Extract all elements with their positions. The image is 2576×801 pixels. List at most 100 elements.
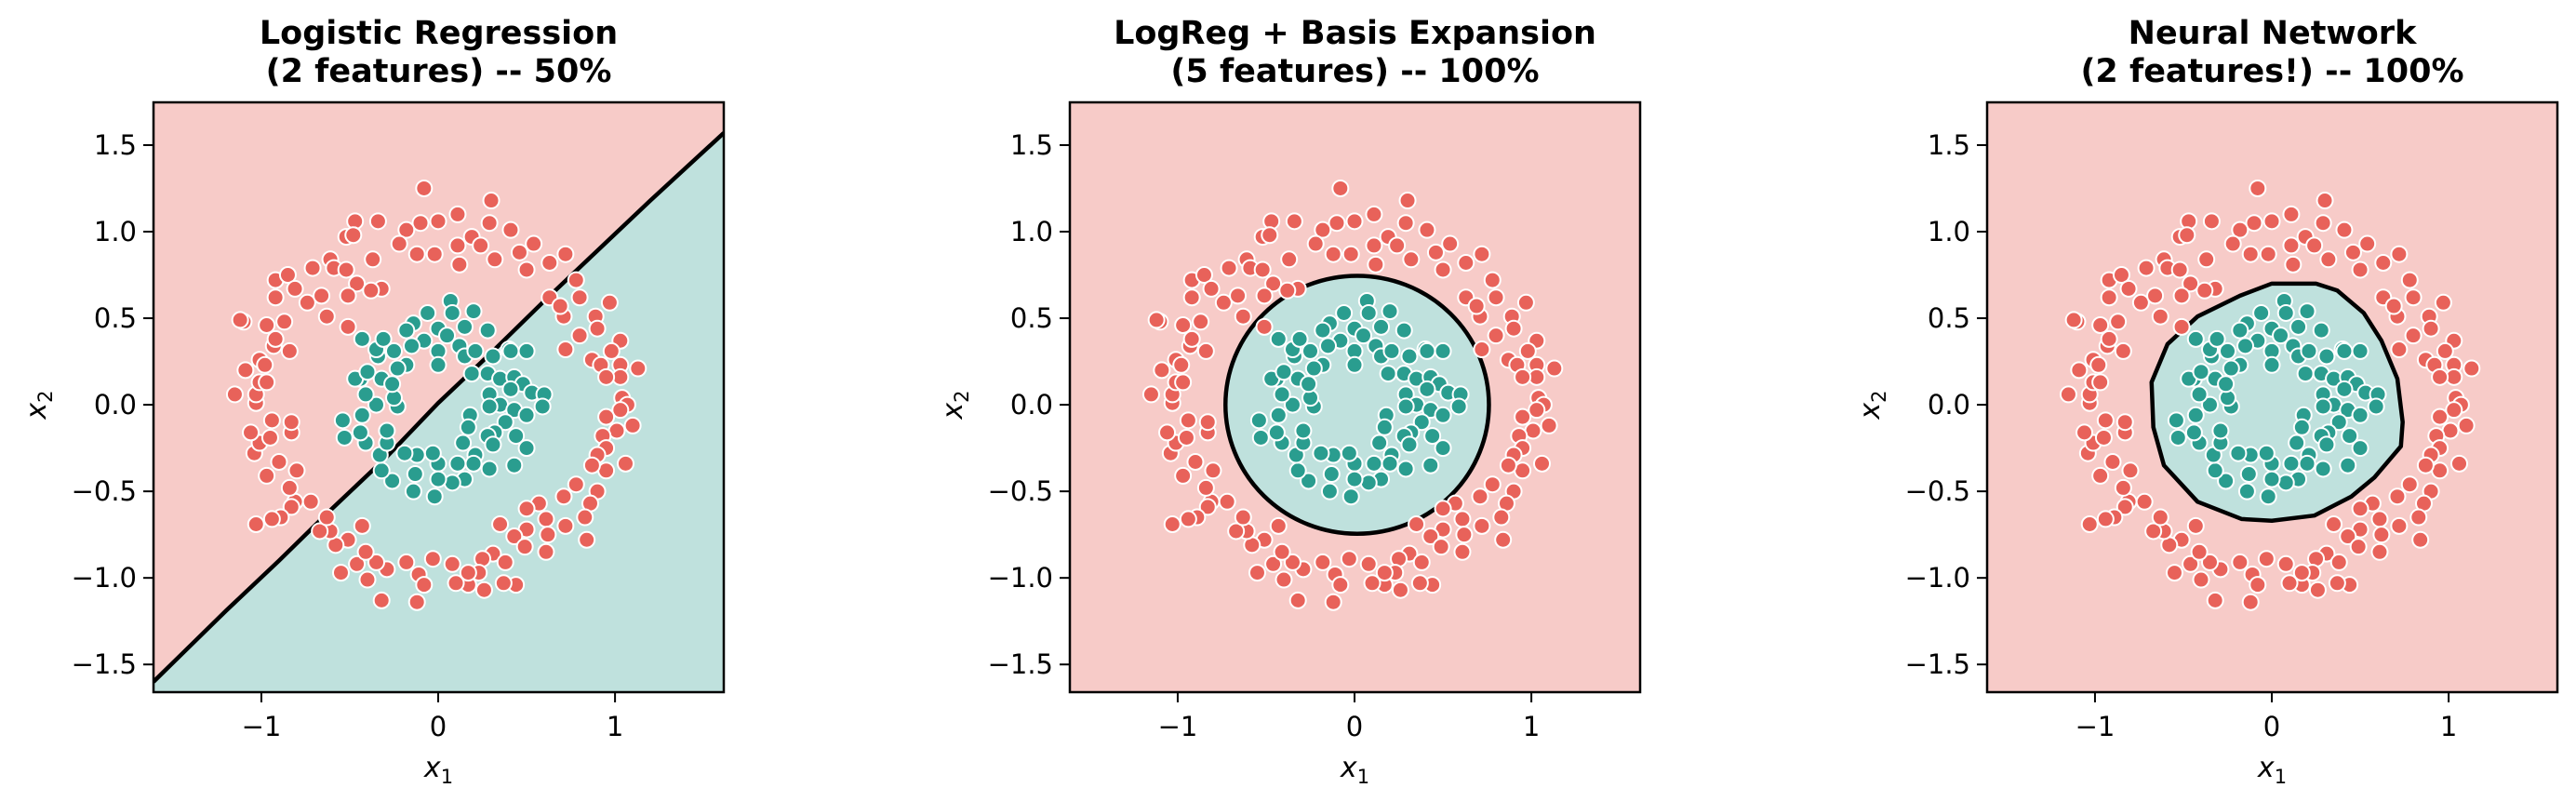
x-axis-label-subscript: 1: [1357, 766, 1369, 788]
data-point-outer: [1516, 293, 1535, 312]
y-tick-label: −0.5: [1905, 475, 1970, 507]
data-point-inner: [2314, 397, 2332, 416]
x-axis-label: x1: [1340, 752, 1369, 788]
data-point-outer: [262, 510, 281, 528]
data-point-inner: [429, 355, 447, 374]
data-point-outer: [262, 411, 281, 430]
data-point-outer: [537, 542, 555, 561]
data-point-outer: [362, 281, 380, 300]
data-point-inner: [2289, 317, 2308, 336]
data-point-outer: [2100, 329, 2118, 348]
data-point-outer: [236, 361, 255, 380]
data-point-outer: [303, 259, 322, 277]
data-point-outer: [2182, 274, 2200, 293]
data-point-outer: [611, 401, 630, 420]
data-point-outer: [1314, 553, 1332, 571]
data-point-inner: [374, 329, 393, 348]
data-point-inner: [2217, 375, 2236, 394]
data-point-inner: [1449, 397, 1468, 416]
data-point-outer: [1234, 508, 1252, 527]
data-point-inner: [456, 317, 474, 336]
panel-neural-network: Neural Network (2 features!) -- 100% −1 0…: [1854, 15, 2559, 788]
data-point-outer: [482, 192, 501, 210]
data-point-outer: [429, 212, 447, 231]
data-point-outer: [2192, 570, 2210, 589]
data-point-outer: [505, 527, 524, 546]
data-point-inner: [383, 375, 402, 394]
data-point-inner: [1418, 380, 1436, 398]
data-point-outer: [364, 250, 382, 269]
data-point-outer: [1198, 498, 1217, 516]
data-point-outer: [286, 279, 304, 298]
data-point-inner: [2219, 341, 2237, 360]
data-point-outer: [1179, 411, 1197, 430]
data-point-outer: [390, 234, 408, 253]
data-point-inner: [2312, 321, 2330, 340]
data-point-outer: [2358, 234, 2377, 253]
data-point-outer: [554, 487, 573, 506]
data-point-inner: [1381, 302, 1399, 321]
data-point-outer: [1514, 367, 1532, 386]
data-point-outer: [448, 205, 467, 223]
data-point-inner: [2351, 341, 2369, 360]
data-point-outer: [525, 234, 543, 253]
panel-title-line1: LogReg + Basis Expansion: [1114, 15, 1596, 52]
data-point-outer: [411, 214, 430, 233]
data-point-inner: [1319, 337, 1338, 355]
data-point-outer: [2457, 416, 2476, 434]
data-point-inner: [1400, 435, 1419, 454]
data-point-inner: [397, 321, 416, 340]
data-point-outer: [1261, 226, 1279, 245]
data-point-outer: [1473, 245, 1491, 263]
data-point-outer: [2390, 340, 2409, 359]
data-point-outer: [567, 271, 585, 289]
y-tick-label: −1.0: [72, 562, 137, 594]
data-point-outer: [2121, 461, 2140, 480]
data-point-outer: [258, 466, 276, 485]
data-point-inner: [2292, 418, 2311, 436]
data-point-inner: [2184, 423, 2203, 442]
data-point-inner: [464, 454, 483, 473]
data-point-inner: [1396, 460, 1415, 478]
data-point-outer: [1192, 313, 1210, 331]
data-point-inner: [1382, 341, 1401, 360]
data-point-inner: [466, 341, 485, 360]
data-point-inner: [356, 385, 375, 404]
data-point-inner: [388, 359, 407, 378]
data-point-inner: [2300, 341, 2318, 360]
data-point-outer: [275, 313, 294, 331]
data-point-outer: [1278, 281, 1297, 300]
y-tick-label: −1.0: [1905, 562, 1970, 594]
y-axis-label: x2: [937, 391, 973, 421]
data-point-outer: [1255, 287, 1274, 305]
data-point-outer: [2257, 550, 2276, 568]
data-point-inner: [1249, 411, 1268, 430]
data-point-inner: [480, 397, 499, 416]
data-point-inner: [2317, 435, 2336, 454]
y-tick-label: −0.5: [988, 475, 1053, 507]
data-point-outer: [541, 254, 559, 273]
data-point-outer: [1269, 516, 1288, 535]
data-point-inner: [2276, 303, 2295, 322]
data-point-inner: [1372, 317, 1391, 336]
data-point-inner: [2351, 439, 2369, 458]
data-point-outer: [602, 341, 621, 360]
data-point-outer: [1177, 428, 1195, 447]
data-point-inner: [533, 397, 552, 416]
data-point-inner: [1395, 321, 1413, 340]
data-point-outer: [2400, 475, 2419, 494]
data-point-outer: [1533, 454, 1552, 473]
data-point-outer: [1375, 564, 1394, 582]
y-axis-label-subscript: 2: [951, 391, 973, 403]
data-point-outer: [1391, 581, 1409, 599]
data-point-inner: [395, 444, 414, 462]
data-point-outer: [2137, 259, 2156, 277]
data-point-inner: [2200, 395, 2219, 414]
data-point-outer: [247, 514, 265, 533]
data-point-outer: [556, 340, 575, 359]
data-point-outer: [1264, 274, 1283, 293]
data-point-outer: [1306, 234, 1325, 253]
data-point-inner: [1314, 321, 1332, 340]
data-point-outer: [1285, 212, 1303, 231]
